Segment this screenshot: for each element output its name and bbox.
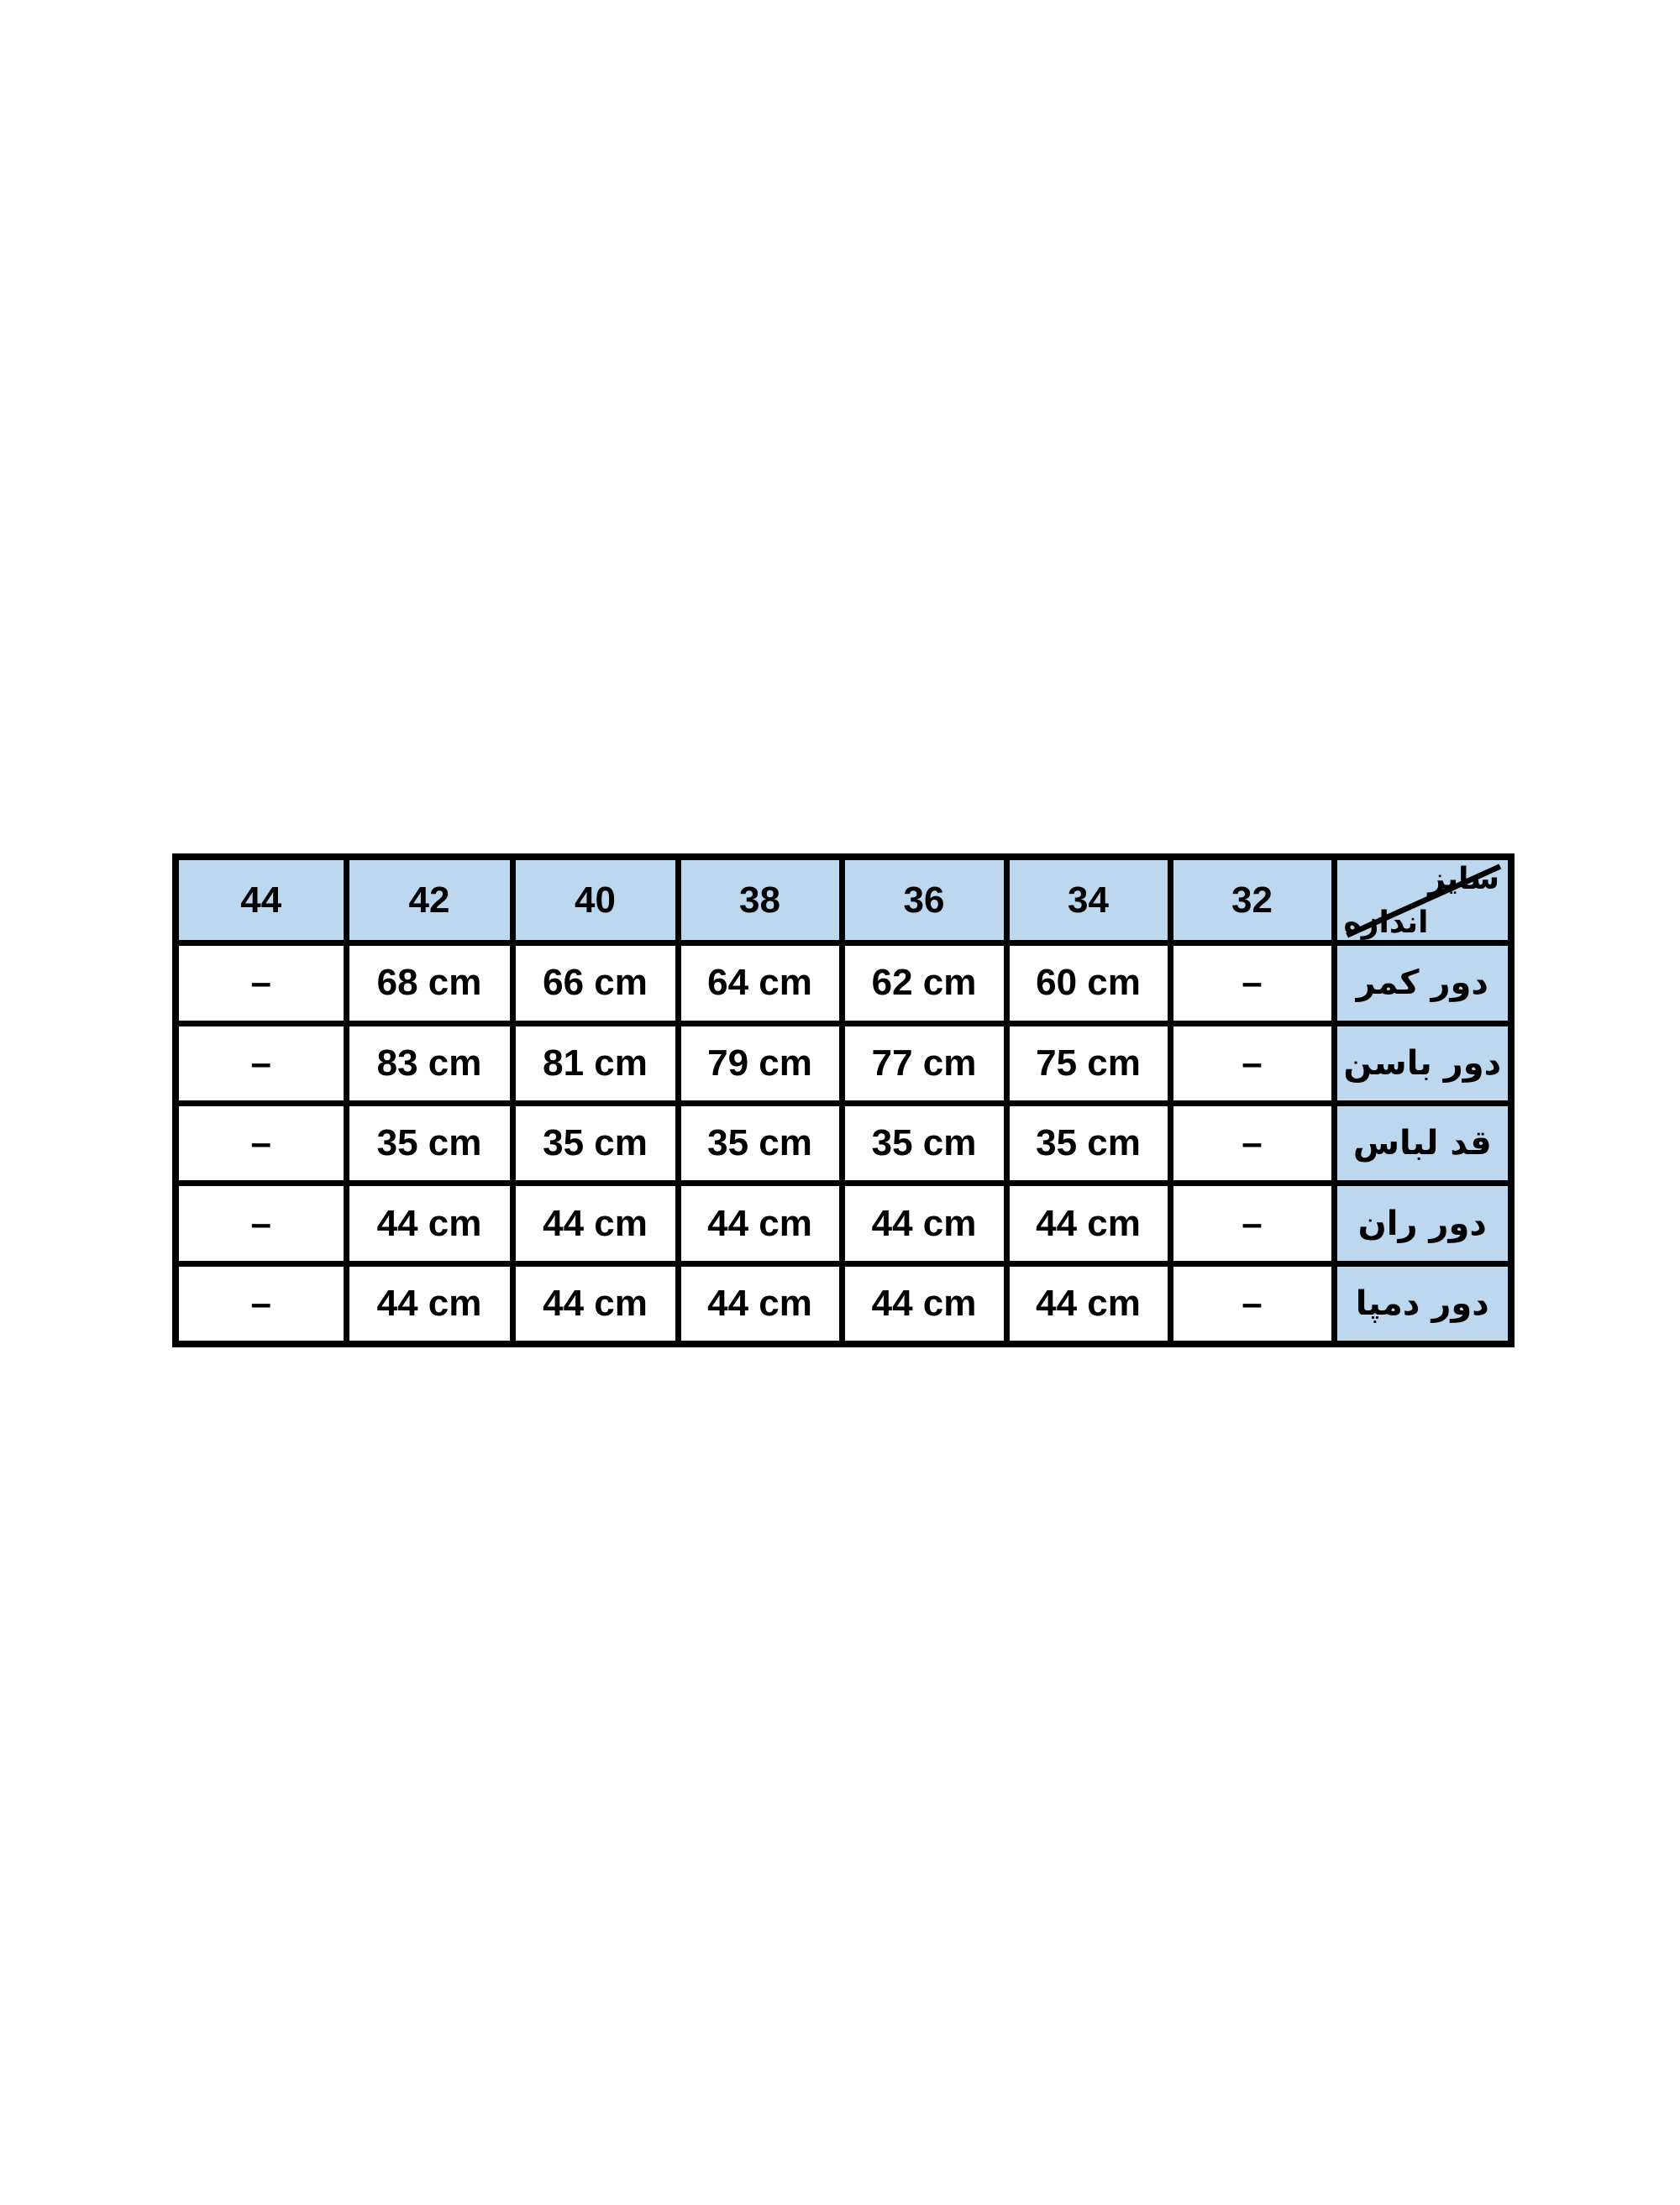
size-chart: 44 42 40 38 36 34 32 سایز اندازه bbox=[172, 853, 1515, 1347]
measurement-value-cell: 77 cm bbox=[838, 1020, 1010, 1107]
measurement-value-cell: – bbox=[1167, 1180, 1337, 1267]
measurement-value-cell: 68 cm bbox=[343, 939, 516, 1026]
diagonal-divider-line bbox=[1345, 864, 1501, 937]
measurement-value-cell: 44 cm bbox=[675, 1180, 845, 1267]
measurement-value-cell: 44 cm bbox=[343, 1180, 516, 1267]
measurement-value-cell: 44 cm bbox=[1003, 1260, 1173, 1347]
measurement-value-cell: 35 cm bbox=[343, 1100, 516, 1187]
size-column-header: 38 bbox=[675, 853, 845, 946]
measurement-value-cell: 64 cm bbox=[675, 939, 845, 1026]
row-header-cell: دور باسن bbox=[1331, 1020, 1515, 1107]
axis-corner-cell: سایز اندازه bbox=[1331, 853, 1515, 946]
measurement-value-cell: – bbox=[1167, 1020, 1337, 1107]
size-column-header: 36 bbox=[838, 853, 1010, 946]
measurement-value-cell: 83 cm bbox=[343, 1020, 516, 1107]
table-row-hem: – 44 cm 44 cm 44 cm 44 cm 44 cm – دور دم… bbox=[172, 1260, 1515, 1347]
measurement-value-cell: 62 cm bbox=[838, 939, 1010, 1026]
measurement-value-cell: 75 cm bbox=[1003, 1020, 1173, 1107]
table-row-length: – 35 cm 35 cm 35 cm 35 cm 35 cm – قد لبا… bbox=[172, 1100, 1515, 1187]
table-row-thigh: – 44 cm 44 cm 44 cm 44 cm 44 cm – دور را… bbox=[172, 1180, 1515, 1267]
size-column-header: 34 bbox=[1003, 853, 1173, 946]
measurement-value-cell: 44 cm bbox=[1003, 1180, 1173, 1267]
measurement-value-cell: 60 cm bbox=[1003, 939, 1173, 1026]
measurement-value-cell: 35 cm bbox=[675, 1100, 845, 1187]
measurement-value-cell: 44 cm bbox=[838, 1260, 1010, 1347]
row-header-cell: دور دمپا bbox=[1331, 1260, 1515, 1347]
measurement-value-cell: 44 cm bbox=[509, 1180, 681, 1267]
measurement-value-cell: 81 cm bbox=[509, 1020, 681, 1107]
table-row-waist: – 68 cm 66 cm 64 cm 62 cm 60 cm – دور کم… bbox=[172, 939, 1515, 1026]
size-column-header: 42 bbox=[343, 853, 516, 946]
size-header-row: 44 42 40 38 36 34 32 سایز اندازه bbox=[172, 853, 1515, 946]
measurement-value-cell: 35 cm bbox=[838, 1100, 1010, 1187]
size-column-header: 40 bbox=[509, 853, 681, 946]
measurement-value-cell: – bbox=[172, 939, 349, 1026]
row-header-cell: دور ران bbox=[1331, 1180, 1515, 1267]
row-header-cell: قد لباس bbox=[1331, 1100, 1515, 1187]
measurement-value-cell: 44 cm bbox=[675, 1260, 845, 1347]
measurement-value-cell: – bbox=[1167, 939, 1337, 1026]
measurement-value-cell: – bbox=[172, 1020, 349, 1107]
measurement-value-cell: – bbox=[1167, 1100, 1337, 1187]
measurement-value-cell: 44 cm bbox=[838, 1180, 1010, 1267]
measurement-value-cell: – bbox=[172, 1100, 349, 1187]
measurement-value-cell: 79 cm bbox=[675, 1020, 845, 1107]
measurement-value-cell: – bbox=[172, 1260, 349, 1347]
measurement-value-cell: 66 cm bbox=[509, 939, 681, 1026]
measurement-value-cell: 35 cm bbox=[1003, 1100, 1173, 1187]
table-row-hip: – 83 cm 81 cm 79 cm 77 cm 75 cm – دور با… bbox=[172, 1020, 1515, 1107]
measurement-value-cell: 35 cm bbox=[509, 1100, 681, 1187]
row-header-cell: دور کمر bbox=[1331, 939, 1515, 1026]
measurement-value-cell: – bbox=[1167, 1260, 1337, 1347]
corner-measure-label: اندازه bbox=[1343, 906, 1429, 941]
measurement-value-cell: – bbox=[172, 1180, 349, 1267]
size-column-header: 32 bbox=[1167, 853, 1337, 946]
corner-size-label: سایز bbox=[1428, 862, 1499, 896]
measurement-value-cell: 44 cm bbox=[343, 1260, 516, 1347]
measurement-value-cell: 44 cm bbox=[509, 1260, 681, 1347]
size-chart-table: 44 42 40 38 36 34 32 سایز اندازه bbox=[172, 853, 1515, 1347]
size-column-header: 44 bbox=[172, 853, 349, 946]
